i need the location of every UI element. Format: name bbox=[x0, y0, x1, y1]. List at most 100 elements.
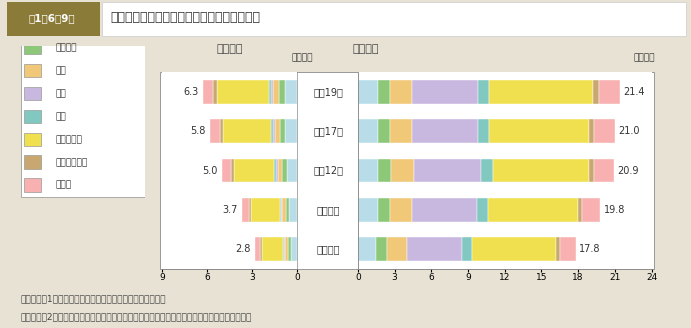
Text: 5.8: 5.8 bbox=[191, 126, 206, 136]
Bar bbox=[220, 119, 223, 143]
Bar bbox=[276, 159, 278, 182]
Text: 工学: 工学 bbox=[55, 89, 66, 98]
Bar bbox=[287, 159, 297, 182]
Bar bbox=[291, 237, 297, 261]
Bar bbox=[390, 80, 412, 104]
Bar bbox=[478, 80, 489, 104]
Text: 社会科学: 社会科学 bbox=[55, 43, 77, 52]
Bar bbox=[481, 159, 493, 182]
Bar bbox=[493, 159, 589, 182]
Text: （万人）: （万人） bbox=[633, 53, 654, 62]
Bar bbox=[24, 155, 41, 169]
Bar bbox=[358, 237, 377, 261]
Bar bbox=[358, 119, 377, 143]
Bar bbox=[390, 198, 412, 222]
Bar bbox=[281, 119, 285, 143]
Bar bbox=[377, 237, 387, 261]
Bar bbox=[262, 237, 283, 261]
Text: 19.8: 19.8 bbox=[604, 205, 625, 215]
Bar bbox=[24, 64, 41, 77]
Bar bbox=[489, 80, 593, 104]
Bar bbox=[358, 80, 377, 104]
Text: 平成19年: 平成19年 bbox=[313, 87, 343, 97]
Bar bbox=[274, 159, 276, 182]
Bar bbox=[412, 198, 477, 222]
Bar bbox=[390, 119, 412, 143]
Bar bbox=[279, 80, 285, 104]
Bar bbox=[273, 80, 279, 104]
Text: 平成２年: 平成２年 bbox=[316, 244, 340, 254]
Text: 平成17年: 平成17年 bbox=[313, 126, 343, 136]
Text: その他の保健: その他の保健 bbox=[55, 158, 88, 167]
Bar bbox=[283, 198, 286, 222]
Text: 20.9: 20.9 bbox=[617, 166, 639, 175]
Text: 6.3: 6.3 bbox=[183, 87, 198, 97]
Bar bbox=[285, 119, 297, 143]
Text: 農学: 農学 bbox=[55, 112, 66, 121]
Text: （備考）　1．総務省「科学技術研究調査報告」より作成。: （備考） 1．総務省「科学技術研究調査報告」より作成。 bbox=[21, 294, 166, 303]
Text: 第1－6－9図: 第1－6－9図 bbox=[28, 13, 75, 23]
Bar bbox=[24, 110, 41, 123]
Text: （万人）: （万人） bbox=[292, 53, 313, 62]
Bar bbox=[223, 159, 231, 182]
Bar bbox=[285, 80, 297, 104]
Bar bbox=[203, 80, 213, 104]
Bar bbox=[589, 159, 594, 182]
Bar bbox=[210, 119, 220, 143]
Text: その他: その他 bbox=[55, 181, 71, 190]
Bar bbox=[594, 119, 615, 143]
Bar bbox=[593, 80, 599, 104]
Bar bbox=[24, 178, 41, 192]
Bar bbox=[271, 119, 273, 143]
Bar bbox=[358, 159, 378, 182]
Bar bbox=[358, 198, 377, 222]
Text: 21.4: 21.4 bbox=[623, 87, 645, 97]
Bar bbox=[24, 133, 41, 146]
Bar bbox=[412, 80, 478, 104]
Text: 平成12年: 平成12年 bbox=[313, 166, 343, 175]
Bar bbox=[283, 159, 287, 182]
Text: 医学・歯学: 医学・歯学 bbox=[55, 135, 82, 144]
Bar bbox=[281, 198, 283, 222]
Bar bbox=[462, 237, 473, 261]
Bar bbox=[489, 119, 589, 143]
Bar bbox=[414, 159, 481, 182]
Bar bbox=[255, 237, 261, 261]
Bar bbox=[261, 237, 262, 261]
Bar bbox=[269, 80, 271, 104]
Text: 2.8: 2.8 bbox=[236, 244, 251, 254]
Bar bbox=[594, 159, 614, 182]
Bar bbox=[242, 198, 249, 222]
Bar bbox=[231, 159, 234, 182]
Bar bbox=[407, 237, 462, 261]
Bar bbox=[223, 119, 271, 143]
Bar bbox=[378, 159, 391, 182]
Text: 3.7: 3.7 bbox=[222, 205, 237, 215]
Bar bbox=[412, 119, 478, 143]
Text: 〈男性〉: 〈男性〉 bbox=[352, 45, 379, 54]
Bar bbox=[489, 198, 578, 222]
Bar bbox=[213, 80, 217, 104]
Text: 人文科学: 人文科学 bbox=[55, 20, 77, 29]
Bar bbox=[274, 119, 281, 143]
Bar bbox=[589, 119, 594, 143]
Bar bbox=[271, 80, 273, 104]
Bar bbox=[280, 198, 281, 222]
Bar bbox=[599, 80, 620, 104]
Text: 〈女性〉: 〈女性〉 bbox=[216, 45, 243, 54]
Bar bbox=[578, 198, 583, 222]
Bar bbox=[556, 237, 560, 261]
Bar bbox=[290, 198, 297, 222]
Bar bbox=[387, 237, 407, 261]
Bar bbox=[560, 237, 576, 261]
Bar bbox=[24, 18, 41, 31]
Bar bbox=[377, 198, 390, 222]
Bar bbox=[478, 119, 489, 143]
Bar bbox=[278, 159, 283, 182]
FancyBboxPatch shape bbox=[21, 13, 155, 197]
Text: 2．大学等：大学，短大，高等専門学校，大学附属研究所，大学共同利用機関など。: 2．大学等：大学，短大，高等専門学校，大学附属研究所，大学共同利用機関など。 bbox=[21, 312, 252, 321]
Bar bbox=[391, 159, 414, 182]
Text: 専攻分野別にみた大学等の研究本務者の推移: 専攻分野別にみた大学等の研究本務者の推移 bbox=[111, 11, 261, 24]
Bar bbox=[473, 237, 556, 261]
Bar bbox=[24, 41, 41, 54]
